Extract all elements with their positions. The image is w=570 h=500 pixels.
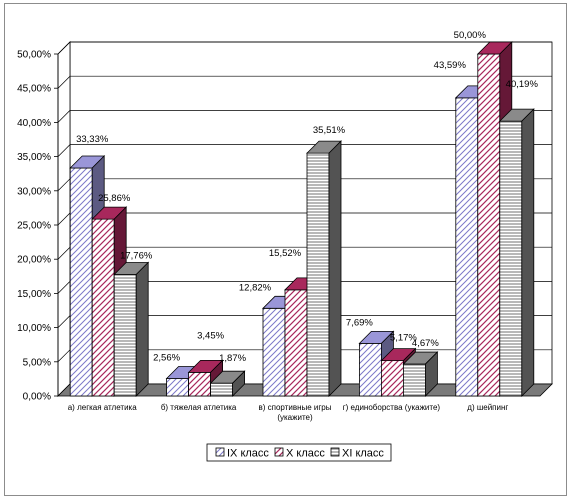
y-tick-label: 5,00% — [23, 357, 51, 368]
legend: IX класс X класс XI класс — [206, 443, 392, 462]
data-label: 25,86% — [98, 193, 131, 204]
data-label: 43,59% — [434, 60, 467, 71]
data-label: 50,00% — [454, 30, 487, 41]
category-label: г) единоборства (укажите) — [343, 403, 441, 412]
category-label: (укажите) — [277, 413, 313, 422]
category-label: д) шейпинг — [467, 403, 508, 412]
bar — [358, 343, 382, 397]
y-tick-label: 40,00% — [17, 118, 51, 129]
y-tick-label: 20,00% — [17, 255, 51, 266]
y-tick-label: 10,00% — [17, 323, 51, 334]
data-label: 15,52% — [269, 248, 302, 259]
bar — [380, 360, 404, 397]
bar-side — [232, 370, 246, 397]
bar — [91, 218, 115, 397]
bar-side — [424, 351, 438, 397]
data-label: 4,67% — [412, 338, 439, 349]
bar — [262, 307, 286, 397]
chart-frame: 0,00% 5,00% 10,00% 15,00% 20,00% 25,00% 30,00%… — [4, 3, 567, 496]
data-label: 40,19% — [506, 79, 539, 90]
data-label: 7,69% — [346, 317, 373, 328]
data-label: 1,87% — [219, 353, 246, 364]
category-label: в) спортивные игры — [259, 403, 332, 412]
legend-label: IX класс — [227, 448, 269, 460]
bar — [284, 289, 308, 397]
y-tick-label: 45,00% — [17, 84, 51, 95]
bar — [113, 274, 137, 397]
bar — [188, 372, 212, 397]
y-tick-label: 50,00% — [17, 50, 51, 61]
data-label: 3,45% — [197, 330, 224, 341]
data-label: 17,76% — [120, 251, 153, 262]
bar-side — [135, 261, 149, 397]
y-tick-label: 0,00% — [23, 392, 51, 403]
data-label: 2,56% — [153, 352, 180, 363]
legend-swatch — [274, 447, 284, 457]
legend-swatch — [215, 447, 225, 457]
y-tick-label: 25,00% — [17, 221, 51, 232]
category-label: а) легкая атлетика — [68, 403, 137, 412]
y-tick-label: 15,00% — [17, 289, 51, 300]
y-axis: 0,00% 5,00% 10,00% 15,00% 20,00% 25,00% 30,00%… — [17, 50, 59, 403]
bar — [166, 378, 190, 397]
bars — [69, 41, 535, 397]
bar-chart: 0,00% 5,00% 10,00% 15,00% 20,00% 25,00% 30,00%… — [17, 30, 553, 462]
bar-side — [521, 108, 535, 397]
bar-side — [328, 140, 342, 397]
x-axis: а) легкая атлетика б) тяжелая атлетика в) … — [68, 403, 509, 422]
bar — [455, 97, 479, 397]
y-tick-label: 35,00% — [17, 152, 51, 163]
data-label: 35,51% — [313, 125, 346, 136]
gridline — [57, 41, 552, 55]
legend-swatch — [330, 447, 340, 457]
bar — [69, 167, 93, 397]
gridline — [57, 110, 552, 123]
bar — [402, 363, 426, 397]
bar — [499, 120, 523, 397]
y-tick-label: 30,00% — [17, 186, 51, 197]
legend-box — [206, 443, 392, 462]
legend-label: XI класс — [342, 448, 384, 460]
category-label: б) тяжелая атлетика — [161, 403, 237, 412]
gridline — [57, 144, 552, 157]
gridline — [57, 75, 552, 89]
bar — [210, 382, 234, 397]
data-label: 12,82% — [239, 282, 272, 293]
legend-label: X класс — [286, 448, 325, 460]
data-labels: 33,33% 25,86% 17,76% 2,56% 3,45% 1,87% 12,82% 1… — [76, 30, 538, 364]
bar — [477, 53, 501, 397]
data-label: 33,33% — [76, 134, 109, 145]
bar — [306, 152, 330, 397]
data-label: 5,17% — [390, 333, 417, 344]
